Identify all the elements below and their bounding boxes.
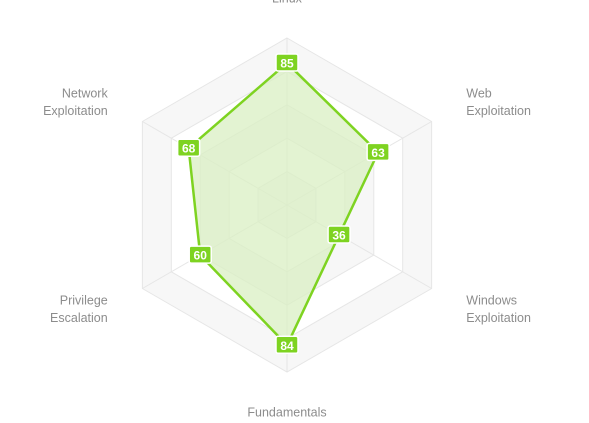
value-label: 85 <box>280 57 294 71</box>
value-badge-0: 85 <box>275 53 299 72</box>
axis-label-line: Escalation <box>50 311 108 325</box>
value-badge-bg <box>188 245 212 264</box>
axis-label-3: Fundamentals <box>247 406 326 420</box>
value-badge-bg <box>275 53 299 72</box>
value-badge-3: 84 <box>275 335 299 355</box>
value-badge-1: 63 <box>366 142 390 162</box>
axis-label-1: Web Exploitation <box>466 86 531 118</box>
axis-label-line: Exploitation <box>466 311 531 325</box>
value-label: 68 <box>182 142 196 156</box>
axis-label-2: Windows Exploitation <box>466 293 531 325</box>
value-badge-bg <box>275 335 299 355</box>
axis-label-5: Network Exploitation <box>43 86 108 118</box>
value-badge-2: 36 <box>327 225 351 244</box>
axis-label-4: Privilege Escalation <box>50 293 108 325</box>
value-badge-4: 60 <box>188 245 212 264</box>
value-badge-bg <box>176 138 201 157</box>
value-badge-bg <box>366 142 390 162</box>
axis-label-line: Web <box>466 86 492 100</box>
axis-label-line: Fundamentals <box>247 406 326 420</box>
value-badge-bg <box>327 225 351 244</box>
axis-labels: Linux Web Exploitation Windows Exploitation F… <box>43 0 531 420</box>
axis-label-line: Network <box>62 86 109 100</box>
value-label: 84 <box>280 339 294 353</box>
axis-label-line: Exploitation <box>466 104 531 118</box>
value-labels: 85 63 36 84 60 68 <box>176 53 390 355</box>
value-label: 63 <box>371 146 385 160</box>
value-label: 60 <box>194 249 208 263</box>
axis-label-line: Windows <box>466 293 517 307</box>
axis-label-line: Exploitation <box>43 104 108 118</box>
axis-label-0: Linux <box>272 0 303 6</box>
value-badge-5: 68 <box>176 138 201 157</box>
value-label: 36 <box>332 229 346 243</box>
axis-label-line: Linux <box>272 0 303 6</box>
axis-label-line: Privilege <box>60 293 108 307</box>
